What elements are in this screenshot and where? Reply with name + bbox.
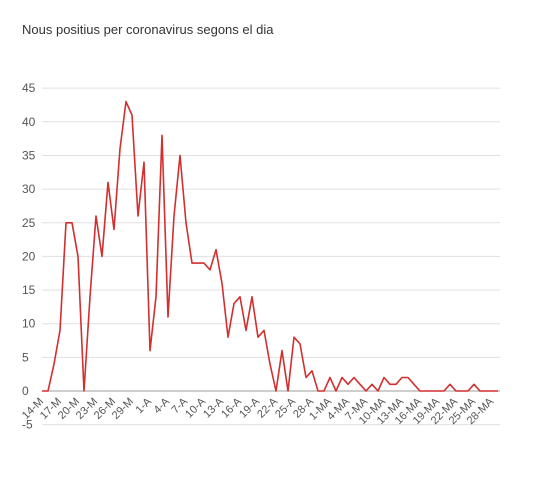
x-tick-label: 4-A [152,395,173,416]
y-tick-label: -5 [22,418,33,432]
y-tick-label: 25 [22,216,36,230]
y-axis-ticks: -5 0 5 10 15 20 25 30 35 40 45 [22,81,36,432]
series-layer [42,100,498,392]
chart-title: Nous positius per coronavirus segons el … [22,22,274,37]
y-tick-label: 20 [22,249,36,263]
y-tick-label: 30 [22,182,36,196]
grid-lines [42,87,500,426]
y-tick-label: 15 [22,283,36,297]
y-tick-label: 0 [22,384,29,398]
y-tick-label: 35 [22,148,36,162]
y-tick-label: 10 [22,317,36,331]
x-tick-label: 1-A [134,395,155,416]
series-line [42,100,498,392]
x-tick-label: 29-M [110,396,136,422]
y-tick-label: 45 [22,81,36,95]
x-axis-ticks: 14-M17-M20-M23-M26-M29-M1-A4-A7-A10-A13-… [20,395,497,427]
y-tick-label: 40 [22,115,36,129]
y-tick-label: 5 [22,350,29,364]
